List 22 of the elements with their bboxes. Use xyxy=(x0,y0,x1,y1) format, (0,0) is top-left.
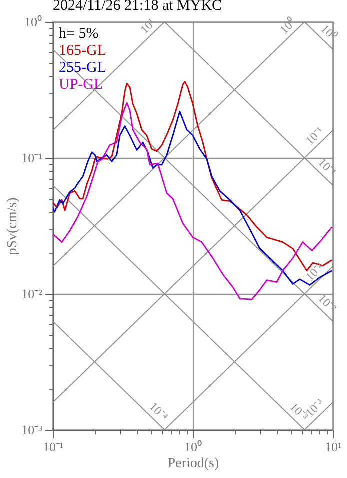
text: 10⁻² xyxy=(302,260,327,284)
text: 165-GL xyxy=(59,43,106,59)
text: 10¹ xyxy=(137,15,159,37)
text: 10⁻⁴ xyxy=(146,399,172,424)
x-tick-label: 10⁻¹ xyxy=(43,440,64,454)
series-label: UP-GL xyxy=(59,77,104,93)
text: 10⁻¹ xyxy=(316,155,340,180)
text: 255-GL xyxy=(59,60,106,76)
chart-title: 2024/11/26 21:18 at MYKC xyxy=(53,0,222,14)
text: 10⁰ xyxy=(277,16,298,37)
y-axis-title: pSv(cm/s) xyxy=(6,197,21,256)
x-tick-label: 10¹ xyxy=(325,440,342,454)
y-tick-label: 10⁻² xyxy=(22,286,43,302)
x-tick-label: 10⁰ xyxy=(184,440,202,454)
annotation: h= 5% xyxy=(59,26,99,42)
y-tick-label: 10⁻¹ xyxy=(22,150,43,166)
y-tick-label: 10⁻³ xyxy=(22,422,43,438)
text: 10⁻¹ xyxy=(302,124,327,148)
text: 10⁻² xyxy=(316,291,340,316)
text: 10⁰ xyxy=(318,22,340,44)
x-axis-title: Period(s) xyxy=(168,456,220,472)
y-tick-label: 10⁰ xyxy=(24,14,42,30)
